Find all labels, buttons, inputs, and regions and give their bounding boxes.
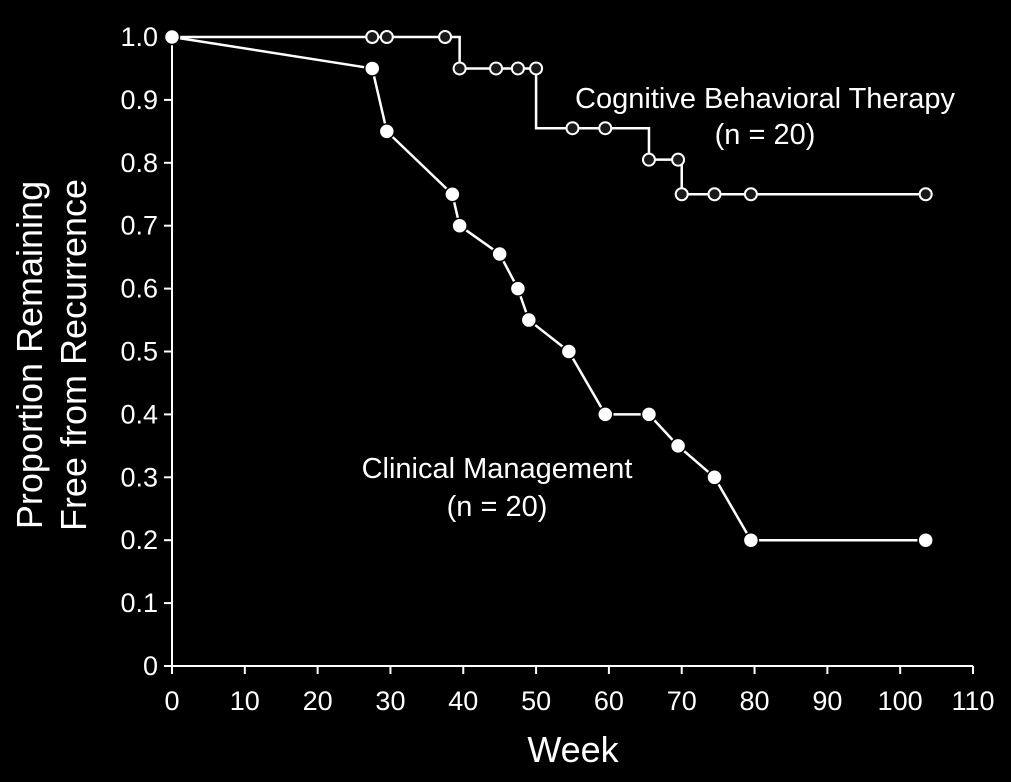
annotation-cbt-label: Cognitive Behavioral Therapy [575, 83, 955, 115]
series-cm-point [444, 186, 461, 203]
x-tick-label: 40 [448, 686, 478, 716]
x-ticks: 0 10 20 30 40 50 60 70 80 90 100 110 [164, 666, 995, 716]
series-layer [163, 28, 934, 549]
annotation-cm-label: Clinical Management [362, 453, 633, 485]
y-ticks: 0 0.1 0.2 0.3 0.4 0.5 0.6 0.7 0.8 0.9 1.0 [120, 22, 172, 681]
x-tick-label: 110 [951, 686, 994, 716]
series-cm [163, 28, 934, 549]
y-tick-label: 0.8 [120, 148, 158, 178]
series-cm-point [520, 311, 538, 329]
y-tick-label: 0.5 [120, 337, 158, 367]
y-tick-label: 0.6 [120, 274, 158, 304]
series-cbt-point [510, 61, 525, 76]
series-cbt [165, 30, 933, 202]
series-cm-point [640, 406, 658, 423]
series-cbt-point [438, 30, 453, 44]
x-tick-label: 90 [812, 686, 842, 716]
x-tick-label: 0 [164, 686, 179, 716]
x-tick-label: 50 [521, 686, 551, 716]
series-cm-point [364, 60, 381, 77]
series-cbt-point [641, 152, 656, 167]
series-cbt-point [365, 30, 380, 44]
series-cm-point [706, 469, 723, 486]
x-tick-label: 10 [230, 686, 260, 716]
series-cbt-point [918, 187, 933, 202]
annotation-cm-n: (n = 20) [447, 491, 548, 523]
series-cbt-point [379, 30, 394, 44]
series-cbt-point [529, 61, 544, 76]
series-cm-point [560, 343, 578, 360]
y-tick-label: 0.3 [120, 462, 158, 492]
series-cbt-point [743, 187, 758, 202]
series-cm-point [669, 437, 687, 455]
x-tick-label: 60 [594, 686, 624, 716]
x-tick-label: 20 [303, 686, 333, 716]
series-cm-point [509, 280, 527, 297]
series-cbt-point [452, 61, 467, 76]
y-axis-title-line-2: Free from Recurrence [53, 179, 94, 531]
series-cm-point [597, 406, 614, 423]
series-cbt-point [671, 152, 686, 167]
y-tick-label: 1.0 [120, 22, 158, 52]
y-axis-title: Proportion Remaining Free from Recurrenc… [9, 179, 94, 531]
series-cm-point [451, 217, 468, 234]
x-tick-label: 70 [667, 686, 697, 716]
y-tick-label: 0.4 [120, 399, 158, 429]
series-cm-point [917, 531, 934, 549]
y-tick-label: 0.9 [120, 85, 158, 115]
series-cbt-point [707, 187, 722, 202]
annotation-cm: Clinical Management (n = 20) [362, 453, 633, 523]
x-tick-label: 80 [740, 686, 770, 716]
y-tick-label: 0.2 [120, 525, 158, 555]
series-cbt-point [598, 121, 613, 136]
y-tick-label: 0.1 [120, 588, 158, 618]
series-cbt-point [489, 61, 504, 76]
series-cbt-point [565, 121, 580, 136]
annotation-cbt-n: (n = 20) [715, 119, 816, 151]
series-cm-point [163, 28, 181, 46]
series-cm-point [378, 123, 396, 140]
series-cm-point [742, 531, 760, 549]
x-tick-label: 30 [375, 686, 405, 716]
x-axis-title: Week [527, 729, 619, 770]
x-tick-label: 100 [878, 686, 923, 716]
y-axis-title-line-1: Proportion Remaining [9, 181, 50, 529]
series-cm-point [491, 245, 508, 263]
annotation-cbt: Cognitive Behavioral Therapy (n = 20) [575, 83, 955, 151]
y-tick-label: 0.7 [120, 211, 158, 241]
series-cbt-point [674, 187, 689, 202]
y-tick-label: 0 [143, 651, 158, 681]
